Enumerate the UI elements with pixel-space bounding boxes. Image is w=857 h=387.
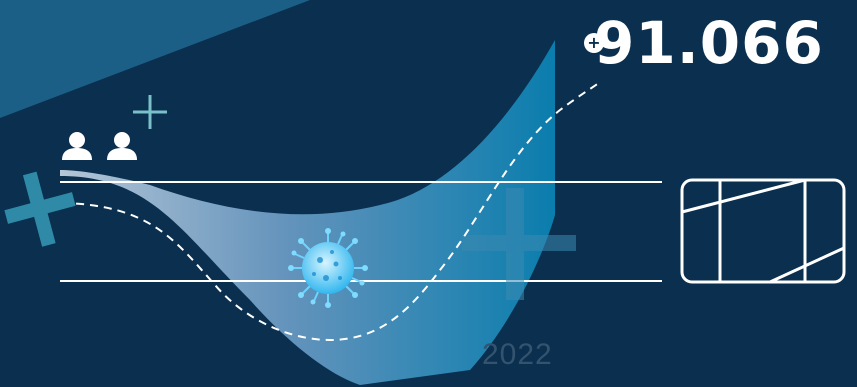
virus-icon	[288, 228, 368, 308]
tilted-plus-icon	[4, 171, 76, 247]
people-icon	[62, 132, 137, 160]
plus-sign-badge: +	[584, 33, 604, 53]
corner-triangle	[0, 0, 310, 118]
large-plus-icon	[462, 188, 576, 300]
small-plus-icon	[133, 95, 167, 129]
rail-car-icon	[680, 178, 846, 284]
trend-dashed-line	[61, 81, 601, 342]
year-label: 2022	[482, 338, 553, 371]
wave-ribbon	[60, 40, 555, 385]
headline-figure: 91.066	[594, 9, 824, 77]
